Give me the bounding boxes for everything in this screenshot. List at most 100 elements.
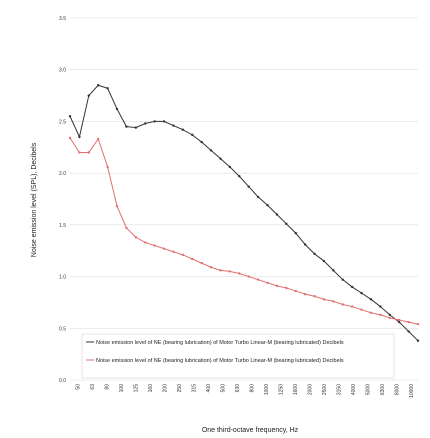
data-point (191, 133, 194, 137)
series-line-2 (69, 137, 419, 325)
data-point (134, 236, 138, 239)
data-point (275, 213, 279, 216)
data-point (285, 222, 288, 226)
data-point (97, 84, 100, 87)
y-tick-label: 1.5 (59, 223, 66, 229)
data-point (369, 311, 373, 314)
data-point (78, 135, 81, 139)
data-point (115, 107, 119, 111)
data-point (341, 278, 344, 281)
x-tick-label: 80 (104, 384, 110, 390)
data-point (125, 125, 128, 128)
x-tick-label: 630 (235, 384, 241, 393)
y-tick-label: 2.5 (59, 119, 66, 125)
data-point (322, 298, 326, 301)
data-point (256, 195, 260, 199)
x-tick-label: 10000 (409, 384, 415, 398)
x-tick-label: 5000 (365, 384, 371, 395)
data-point (285, 286, 288, 290)
x-tick-label: 200 (162, 384, 168, 393)
data-point (219, 157, 222, 160)
data-point (369, 298, 373, 301)
y-tick-label: 1.0 (59, 275, 66, 281)
x-tick-label: 500 (220, 384, 226, 393)
x-tick-label: 6300 (380, 384, 386, 395)
data-point (219, 269, 222, 272)
data-point (200, 140, 203, 144)
data-point (153, 120, 156, 123)
data-point (266, 204, 269, 207)
x-axis-ticks: 50 63 80 100 125 160 200 250 315 400 500 630 800 1000… (75, 384, 415, 398)
gridlines (70, 17, 418, 381)
x-tick-label: 4000 (351, 384, 357, 395)
x-tick-label: 250 (177, 384, 183, 393)
data-point (68, 115, 72, 118)
data-point (313, 252, 316, 256)
y-axis-ticks: 0.0 0.5 1.0 1.5 2.0 2.5 3.0 3.5 (59, 16, 66, 384)
data-point (209, 149, 213, 152)
x-tick-label: 50 (75, 384, 81, 390)
data-point (125, 226, 128, 230)
data-point (162, 247, 166, 250)
data-point (153, 244, 156, 247)
data-point (228, 270, 232, 273)
plot-area (68, 84, 420, 342)
y-axis-label: Noise emission level (SPL), Decibels (31, 142, 38, 257)
y-tick-label: 0.5 (59, 326, 66, 332)
data-point (379, 305, 382, 308)
data-point (172, 124, 175, 127)
data-point (106, 87, 109, 90)
y-tick-label: 3.0 (59, 68, 66, 74)
data-point (397, 320, 401, 324)
data-point (97, 137, 100, 141)
x-tick-label: 2500 (322, 384, 328, 395)
x-tick-label: 63 (90, 384, 96, 390)
data-point (294, 231, 297, 235)
data-point (407, 320, 410, 324)
data-point (87, 94, 91, 97)
data-point (181, 128, 185, 131)
data-point (106, 165, 109, 169)
x-tick-label: 800 (249, 384, 255, 393)
data-point (360, 291, 363, 295)
data-point (247, 185, 250, 188)
data-point (388, 316, 391, 320)
data-point (238, 175, 241, 178)
data-point (332, 269, 335, 272)
data-point (68, 136, 72, 140)
data-point (397, 318, 401, 322)
x-tick-label: 1000 (264, 384, 270, 395)
data-point (266, 281, 269, 284)
data-point (379, 313, 382, 317)
data-point (87, 151, 91, 154)
x-tick-label: 125 (133, 384, 139, 393)
y-tick-label: 2.0 (59, 171, 66, 177)
data-point (416, 322, 420, 326)
data-point (303, 292, 307, 296)
series-line-1 (69, 84, 419, 342)
data-point (191, 257, 194, 261)
data-point (134, 126, 138, 129)
x-tick-label: 2000 (307, 384, 313, 395)
legend-label-2: Noise emission level of NE (bearing lubr… (96, 358, 344, 364)
legend: Noise emission level of NE (bearing lubr… (81, 333, 395, 379)
x-tick-label: 1600 (293, 384, 299, 395)
data-point (162, 120, 166, 123)
data-point (407, 330, 410, 333)
data-point (256, 278, 260, 281)
data-point (238, 272, 241, 275)
data-point (294, 289, 297, 293)
data-point (332, 300, 335, 303)
data-point (275, 284, 279, 288)
legend-box (81, 333, 395, 379)
data-point (200, 261, 203, 265)
data-point (350, 285, 354, 289)
data-point (247, 275, 250, 278)
data-point (360, 308, 363, 311)
data-point (322, 259, 326, 263)
x-tick-label: 160 (148, 384, 154, 393)
data-point (303, 243, 307, 246)
y-tick-label: 0.0 (59, 378, 66, 384)
data-point (341, 303, 344, 306)
